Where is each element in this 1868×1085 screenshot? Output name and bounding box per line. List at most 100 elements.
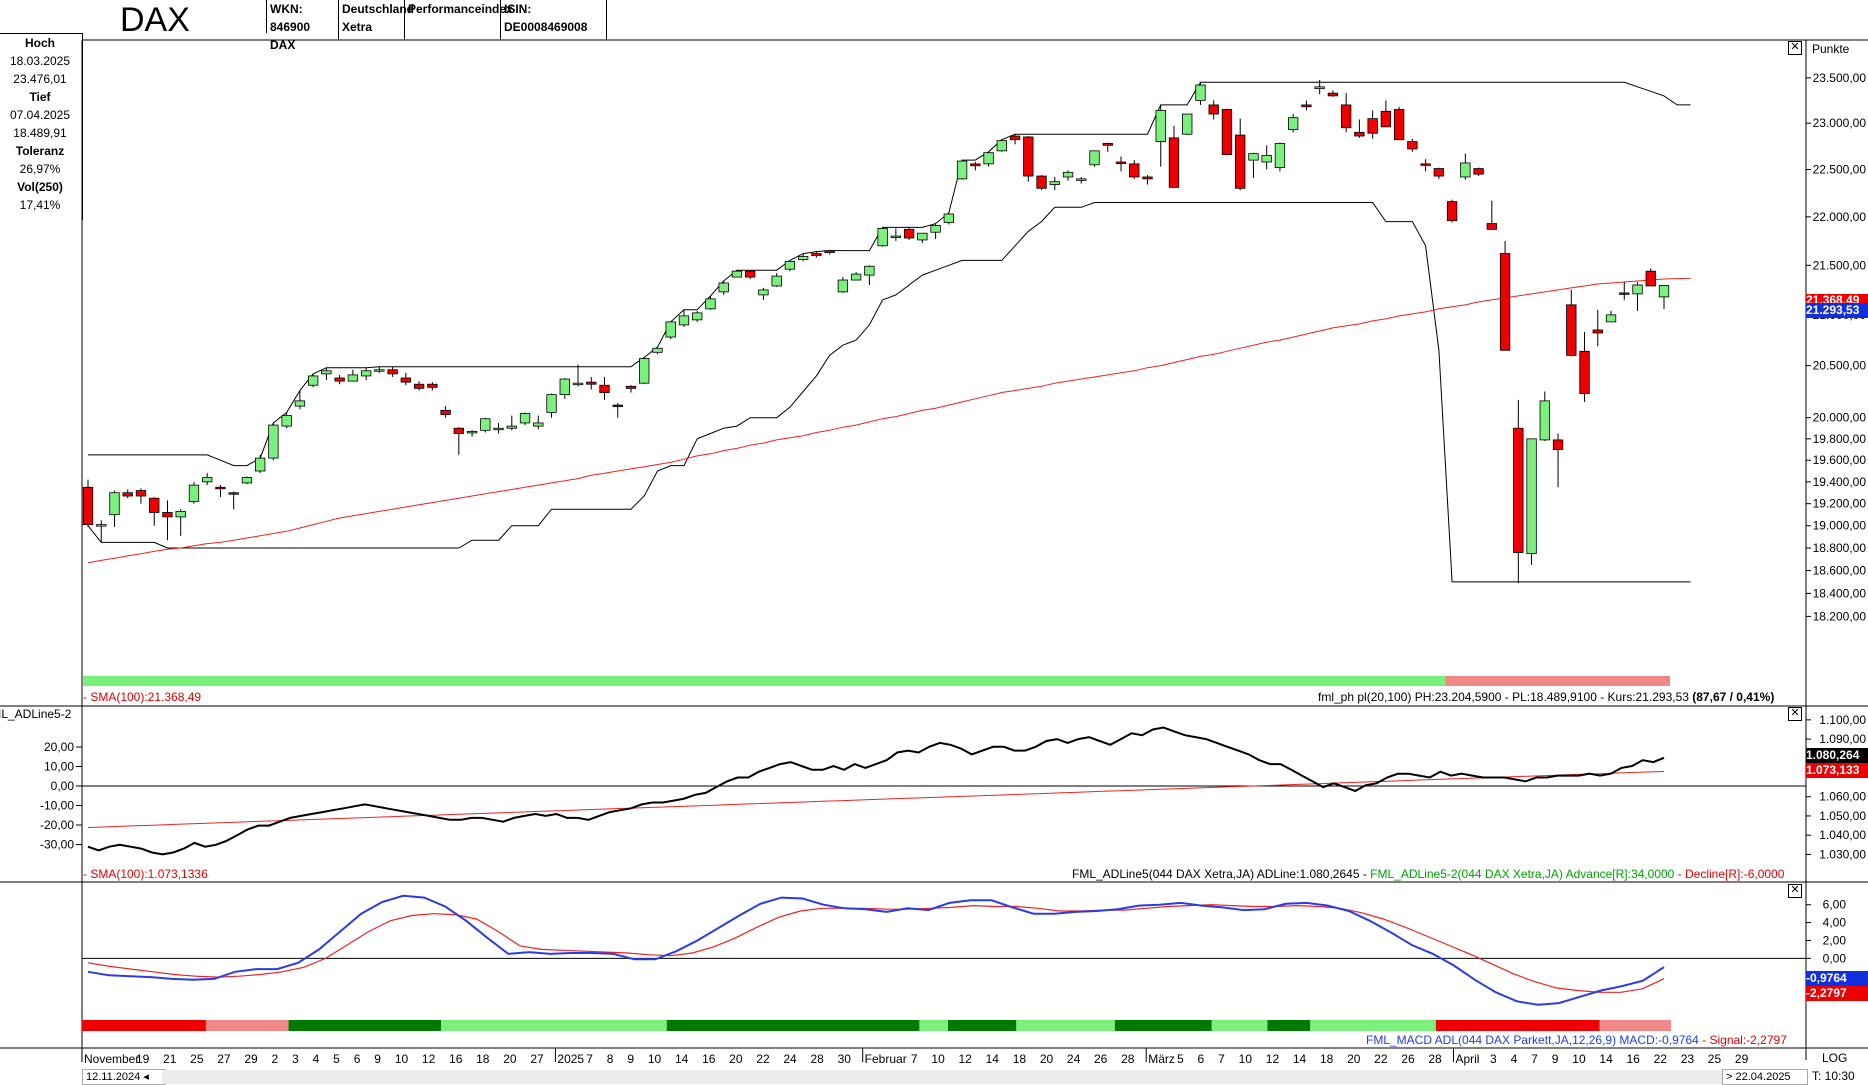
hoch-date: 18.03.2025: [9, 54, 71, 68]
candle-body: [135, 490, 147, 497]
x-axis-day-label: 25: [1708, 1052, 1722, 1066]
x-axis-day-label: 25: [190, 1052, 204, 1066]
candle-body: [970, 163, 981, 167]
macd-status-segment: [1310, 1020, 1436, 1031]
close-main-panel-button[interactable]: ✕: [1788, 41, 1802, 55]
adline-info-value: FML_ADLine5(044 DAX Xetra,JA) ADLine:1.0…: [1072, 867, 1371, 881]
end-date: 22.04.2025: [1735, 1071, 1791, 1083]
candle-body: [307, 375, 319, 386]
candle-body: [1221, 109, 1233, 155]
candle-body: [784, 260, 796, 270]
x-axis-day-label: 12: [422, 1052, 436, 1066]
close-macd-panel-button[interactable]: ✕: [1788, 884, 1802, 898]
candle-body: [241, 477, 253, 484]
stats-sidebar: Hoch 18.03.2025 23.476,01 Tief 07.04.202…: [0, 33, 83, 220]
adline-advance: FML_ADLine5-2(044 DAX Xetra,JA) Advance[…: [1370, 867, 1675, 881]
instrument-title: DAX: [120, 1, 190, 39]
upper-channel-line: [88, 81, 1691, 467]
candle-body: [188, 484, 200, 502]
candle-body: [1420, 163, 1431, 166]
header-wkn: WKN: 846900: [270, 2, 311, 34]
macd-tick-label: 4,00: [1823, 916, 1847, 930]
candle-body: [1248, 153, 1259, 161]
candle-body: [943, 213, 955, 223]
macd-status-segment: [1114, 1020, 1212, 1031]
x-axis-day-label: 3: [1490, 1052, 1497, 1066]
candle-body: [228, 492, 239, 495]
candle-body: [731, 270, 743, 278]
candle-body: [360, 370, 372, 377]
adline-panel: 1.100,00 1.090,00 1.060,00 1.050,00 1.040,00…: [40, 713, 1866, 862]
x-axis-day-label: 10: [1572, 1052, 1586, 1066]
candle-body: [1605, 314, 1617, 323]
candle-body: [1619, 292, 1630, 295]
candle-body: [1036, 175, 1047, 189]
adline-right-tick-label: 1.040,00: [1819, 828, 1866, 842]
x-axis-day-label: 16: [1626, 1052, 1640, 1066]
x-axis-day-label: 22: [1654, 1052, 1668, 1066]
main-y-tick-label: 21.500,00: [1813, 258, 1867, 272]
x-axis-day-label: 26: [1401, 1052, 1415, 1066]
macd-tick-label: 2,00: [1823, 933, 1847, 947]
header-cell-type: Performanceindex: [405, 0, 513, 40]
main-y-tick-label: 19.400,00: [1813, 475, 1867, 489]
candle-body: [96, 524, 107, 527]
unit-label: Punkte: [1812, 42, 1850, 56]
candle-body: [453, 427, 464, 434]
scroll-left-icon: ◂: [143, 1071, 149, 1083]
candle-body: [82, 486, 94, 526]
candle-body: [1473, 168, 1484, 175]
tief-label: Tief: [29, 90, 51, 104]
main-y-tick-label: 18.400,00: [1813, 586, 1867, 600]
x-axis-day-label: 20: [503, 1052, 517, 1066]
hoch-label: Hoch: [25, 36, 55, 50]
x-axis-day-label: 14: [986, 1052, 1000, 1066]
time-scrollbar[interactable]: [162, 1070, 1722, 1084]
candle-body: [1393, 109, 1405, 141]
adline-left-tick-label: 20,00: [44, 740, 74, 754]
candle-body: [202, 477, 213, 483]
adline-line: [87, 726, 1665, 856]
candle-body: [215, 486, 226, 490]
candle-body: [175, 510, 186, 518]
main-info-text: fml_ph pl(20,100) PH:23.204,5900 - PL:18…: [1318, 690, 1693, 704]
x-axis-month-label: November: [84, 1052, 139, 1066]
candle-body: [1579, 350, 1590, 394]
x-axis-day-label: 14: [675, 1052, 689, 1066]
candle-body: [797, 256, 809, 260]
x-axis-day-label: 14: [1599, 1052, 1613, 1066]
candle-body: [294, 400, 306, 407]
close-adline-panel-button[interactable]: ✕: [1788, 707, 1802, 721]
x-axis-day-label: 24: [783, 1052, 797, 1066]
tief-value: 18.489,91: [13, 126, 67, 140]
adline-left-tick-label: -20,00: [40, 818, 74, 832]
start-date-button[interactable]: 12.11.2024 ◂: [82, 1069, 166, 1085]
x-axis-day-label: 16: [449, 1052, 463, 1066]
close-icon: ✕: [1790, 884, 1800, 896]
candle-body: [1526, 438, 1537, 555]
log-toggle[interactable]: LOG: [1822, 1051, 1848, 1065]
macd-tick-label: 0,00: [1823, 951, 1847, 965]
candle-body: [652, 347, 663, 353]
x-axis-day-label: 7: [586, 1052, 593, 1066]
candle-body: [1235, 134, 1246, 189]
candle-body: [1314, 86, 1325, 90]
macd-status-segment: [1435, 1020, 1600, 1031]
x-axis-day-label: 21: [163, 1052, 177, 1066]
x-axis-day-label: 5: [333, 1052, 340, 1066]
header-index-type: Performanceindex: [408, 2, 513, 16]
candle-body: [149, 497, 160, 513]
candle-body: [1208, 104, 1219, 115]
candle-body: [811, 253, 822, 256]
x-axis-day-label: 10: [1239, 1052, 1253, 1066]
main-info-change: (87,67 / 0,41%): [1692, 690, 1775, 704]
candle-body: [1155, 109, 1166, 142]
x-axis-day-label: 8: [607, 1052, 614, 1066]
adline-right-tick-label: 1.030,00: [1819, 847, 1866, 861]
end-date-button[interactable]: > 22.04.2025: [1722, 1069, 1808, 1085]
candle-body: [1486, 223, 1497, 230]
candle-body: [466, 431, 478, 434]
candle-body: [718, 282, 729, 293]
macd-signal-value: - Signal:-2,2797: [1698, 1033, 1787, 1047]
